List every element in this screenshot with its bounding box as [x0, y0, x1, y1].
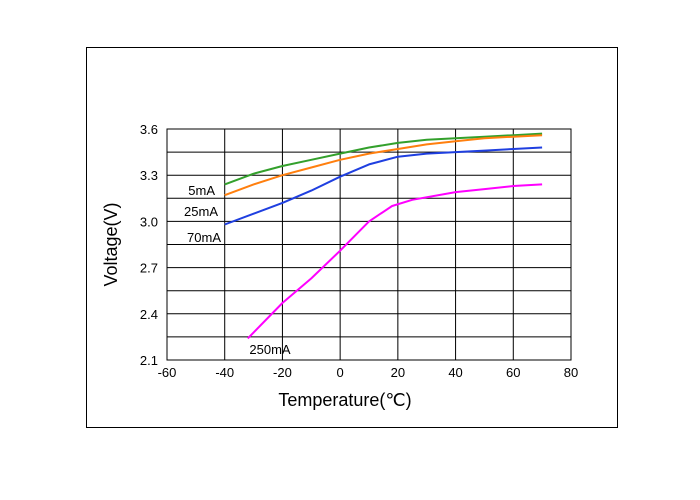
voltage-temperature-chart: 5mA 25mA 70mA 250mA -60 -40 -20 0 20 40 60 80 3.6 3.… [101, 122, 578, 410]
x-tick-label: 60 [506, 365, 520, 380]
x-tick-label: 0 [337, 365, 344, 380]
x-tick-label: 40 [448, 365, 462, 380]
tick-labels: -60 -40 -20 0 20 40 60 80 3.6 3.3 3.0 2.7 2.4 2.1 [140, 122, 578, 380]
series-line-5mA [224, 132, 543, 186]
series-line-70mA [224, 146, 543, 226]
series [224, 132, 543, 340]
series-label: 70mA [187, 230, 221, 245]
y-tick-label: 2.7 [140, 261, 158, 276]
y-tick-label: 3.6 [140, 122, 158, 137]
x-tick-label: -40 [215, 365, 234, 380]
series-line-250mA [247, 183, 543, 340]
series-label: 250mA [249, 342, 291, 357]
series-labels: 5mA 25mA 70mA 250mA [184, 183, 291, 357]
x-tick-label: 80 [564, 365, 578, 380]
y-axis-label: Voltage(V) [101, 202, 121, 286]
series-line-25mA [224, 134, 543, 197]
x-axis-label: Temperature(℃) [278, 390, 411, 410]
x-tick-label: -60 [158, 365, 177, 380]
y-tick-label: 2.4 [140, 307, 158, 322]
x-tick-label: -20 [273, 365, 292, 380]
series-label: 5mA [188, 183, 215, 198]
plot-area [166, 128, 572, 361]
series-label: 25mA [184, 204, 218, 219]
y-tick-label: 3.3 [140, 168, 158, 183]
y-tick-label: 2.1 [140, 353, 158, 368]
chart-frame: 5mA 25mA 70mA 250mA -60 -40 -20 0 20 40 60 80 3.6 3.… [86, 47, 618, 428]
y-tick-label: 3.0 [140, 214, 158, 229]
x-tick-label: 20 [391, 365, 405, 380]
